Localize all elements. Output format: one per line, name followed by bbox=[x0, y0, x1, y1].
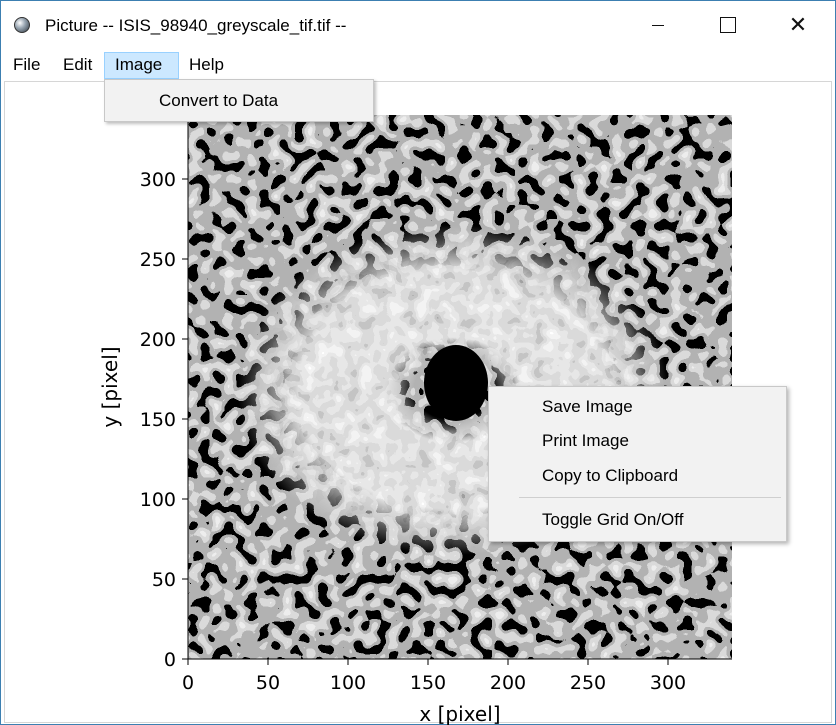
menu-image[interactable]: Image bbox=[104, 52, 179, 79]
title-bar[interactable]: Picture -- ISIS_98940_greyscale_tif.tif … bbox=[1, 1, 835, 49]
image-menu-dropdown: Convert to Data bbox=[104, 79, 374, 122]
window-title: Picture -- ISIS_98940_greyscale_tif.tif … bbox=[45, 16, 347, 35]
menu-help[interactable]: Help bbox=[189, 55, 224, 74]
maximize-button[interactable] bbox=[693, 1, 763, 49]
minimize-button[interactable] bbox=[623, 1, 693, 49]
copy-to-clipboard-item[interactable]: Copy to Clipboard bbox=[542, 466, 679, 485]
app-icon bbox=[14, 17, 30, 33]
close-button[interactable]: ✕ bbox=[788, 12, 808, 37]
menu-file[interactable]: File bbox=[13, 55, 41, 74]
greyscale-image[interactable] bbox=[188, 115, 732, 659]
print-image-item[interactable]: Print Image bbox=[542, 431, 629, 450]
menu-edit[interactable]: Edit bbox=[63, 55, 93, 74]
toggle-grid-item[interactable]: Toggle Grid On/Off bbox=[542, 510, 684, 529]
save-image-item[interactable]: Save Image bbox=[542, 397, 633, 416]
menu-bar: File Edit Image Help bbox=[1, 49, 835, 81]
context-menu: Save Image Print Image Copy to Clipboard… bbox=[488, 386, 787, 542]
convert-to-data-item[interactable]: Convert to Data bbox=[159, 91, 279, 110]
menu-separator bbox=[519, 497, 781, 498]
